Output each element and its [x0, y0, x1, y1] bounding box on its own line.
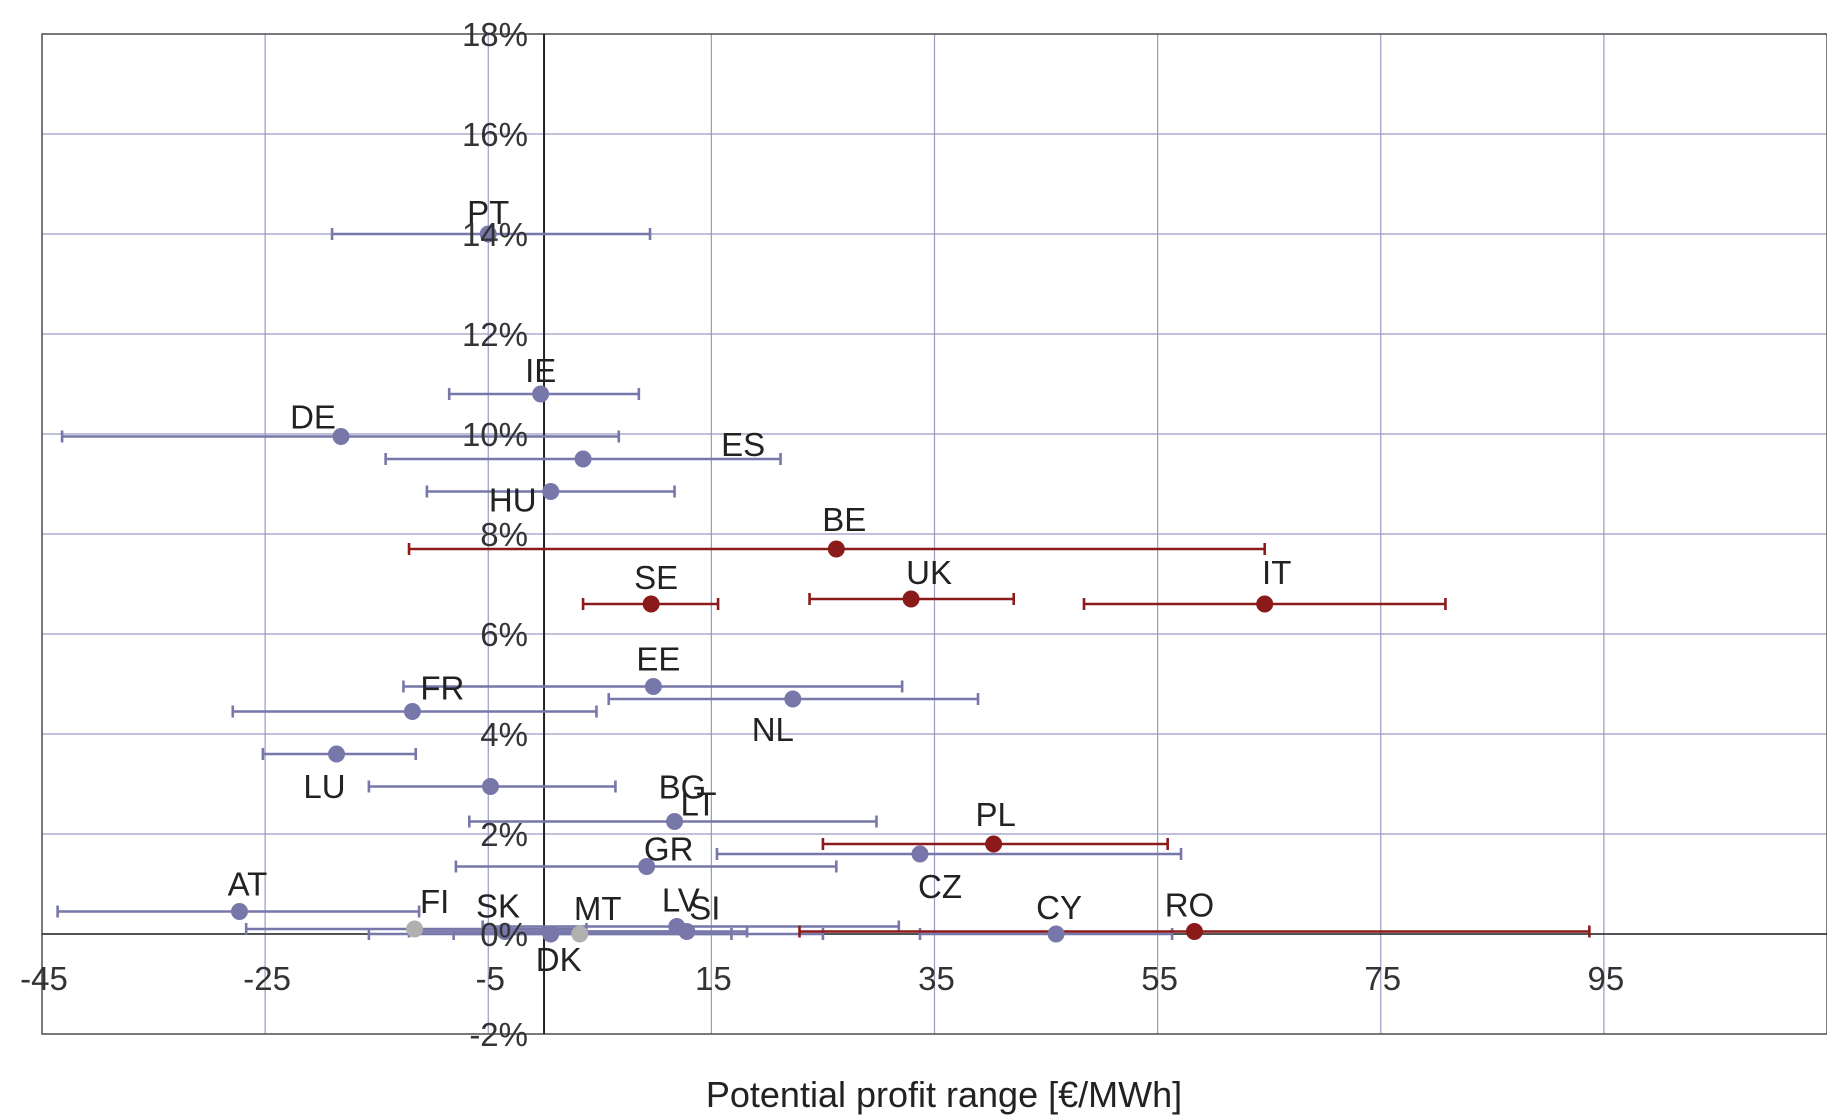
point-label-lu: LU [303, 768, 345, 805]
point-label-mt: MT [574, 890, 622, 927]
y-tick-label: 4% [480, 716, 528, 753]
x-tick-label: -25 [243, 960, 291, 997]
y-tick-label: 18% [462, 16, 528, 53]
data-point-fi [406, 920, 424, 938]
data-point-lt [666, 813, 684, 830]
data-point-pt [479, 225, 497, 243]
data-point-nl [784, 690, 802, 708]
y-tick-label: 16% [462, 116, 528, 153]
point-label-pl: PL [975, 796, 1015, 833]
point-label-nl: NL [752, 711, 794, 748]
data-point-at [230, 903, 248, 920]
data-points [230, 225, 1274, 943]
x-tick-label: 15 [695, 960, 732, 997]
point-label-it: IT [1262, 554, 1291, 591]
y-tick-label: 0% [480, 916, 528, 953]
data-point-be [827, 540, 845, 558]
data-point-sk [496, 923, 514, 940]
point-label-fi: FI [420, 883, 449, 920]
data-point-it [1256, 595, 1274, 613]
data-point-pl [985, 835, 1003, 853]
point-label-at: AT [228, 866, 268, 903]
data-point-mt [571, 925, 589, 943]
error-bars [56, 228, 1591, 940]
point-label-cy: CY [1036, 889, 1082, 926]
point-label-lt: LT [681, 786, 717, 823]
point-label-gr: GR [644, 831, 694, 868]
data-point-bg [481, 778, 499, 795]
point-label-dk: DK [536, 941, 582, 978]
data-point-es [574, 450, 592, 468]
y-tick-label: 10% [462, 416, 528, 453]
point-label-hu: HU [489, 482, 537, 519]
point-label-sk: SK [476, 888, 520, 925]
point-label-se: SE [634, 559, 678, 596]
point-label-ie: IE [525, 352, 556, 389]
data-point-cz [911, 845, 929, 863]
x-axis-title: Potential profit range [€/MWh] [706, 1074, 1182, 1115]
point-label-fr: FR [420, 670, 464, 707]
x-tick-labels: -45 -25 -5 15 35 55 75 95 [20, 960, 1624, 997]
data-point-gr [638, 858, 656, 875]
y-tick-label: -2% [469, 1016, 528, 1053]
data-point-ee [644, 678, 662, 695]
data-point-dk [542, 925, 560, 943]
point-label-bg: BG [659, 769, 707, 806]
x-tick-label: 95 [1588, 960, 1625, 997]
x-tick-label: 35 [918, 960, 955, 997]
data-point-se [642, 595, 660, 613]
data-point-ie [532, 385, 550, 403]
point-label-pt: PT [467, 194, 509, 231]
point-label-de: DE [290, 399, 336, 436]
data-point-de [332, 428, 350, 445]
point-label-cz: CZ [918, 868, 962, 905]
y-tick-label: 14% [462, 216, 528, 253]
point-label-es: ES [721, 426, 765, 463]
x-tick-label: -45 [20, 960, 68, 997]
x-tick-label: 55 [1141, 960, 1178, 997]
x-tick-label: 75 [1364, 960, 1401, 997]
data-point-fr [403, 703, 421, 720]
data-point-cy [1047, 925, 1065, 943]
y-tick-label: 8% [480, 516, 528, 553]
y-tick-label: 6% [480, 616, 528, 653]
data-point-ro [1185, 923, 1203, 940]
y-tick-label: 12% [462, 316, 528, 353]
point-label-be: BE [822, 501, 866, 538]
point-label-lv: LV [662, 882, 700, 919]
point-label-si: SI [689, 890, 720, 927]
y-tick-labels: -2% 0% 2% 4% 6% 8% 10% 12% 14% 16% 18% [462, 16, 528, 1053]
point-label-ee: EE [636, 641, 680, 678]
point-label-uk: UK [906, 554, 952, 591]
data-point-uk [902, 590, 920, 608]
data-point-lu [328, 745, 346, 763]
point-label-ro: RO [1165, 887, 1215, 924]
plot-area-frame [41, 33, 1827, 1035]
x-tick-label: -5 [476, 960, 505, 997]
data-point-hu [542, 483, 560, 500]
y-tick-label: 2% [480, 816, 528, 853]
data-point-si [678, 923, 696, 940]
